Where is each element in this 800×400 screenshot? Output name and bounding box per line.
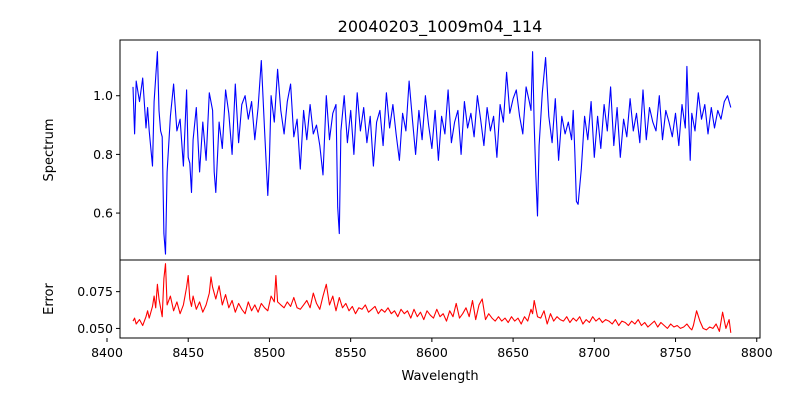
- error-line: [132, 263, 732, 333]
- x-tick-label: 8750: [660, 345, 692, 360]
- error-y-axis-label: Error: [42, 283, 57, 315]
- x-tick-label: 8600: [416, 345, 448, 360]
- x-tick-label: 8550: [335, 345, 367, 360]
- x-tick-label: 8800: [741, 345, 773, 360]
- error-panel: 0.050 0.075 Error 8400 8450 8500 8550 8600 8650 8…: [42, 259, 773, 360]
- spectrum-y-axis-label: Spectrum: [42, 119, 57, 182]
- x-tick-label: 8650: [497, 345, 529, 360]
- spectrum-line: [132, 51, 732, 255]
- error-axes-frame: [119, 259, 761, 339]
- spectrum-y-tick-label: 0.6: [93, 206, 113, 221]
- x-axis-label: Wavelength: [401, 369, 478, 384]
- x-tick-label: 8450: [172, 345, 204, 360]
- x-tick-label: 8700: [578, 345, 610, 360]
- x-tick-label: 8500: [254, 345, 286, 360]
- spectrum-y-tick-label: 1.0: [93, 88, 113, 103]
- x-tick-label: 8400: [91, 345, 123, 360]
- error-y-tick-label: 0.050: [77, 321, 113, 336]
- spectrum-y-tick-label: 0.8: [93, 147, 113, 162]
- error-y-tick-label: 0.075: [77, 284, 113, 299]
- chart-title: 20040203_1009m04_114: [338, 17, 543, 37]
